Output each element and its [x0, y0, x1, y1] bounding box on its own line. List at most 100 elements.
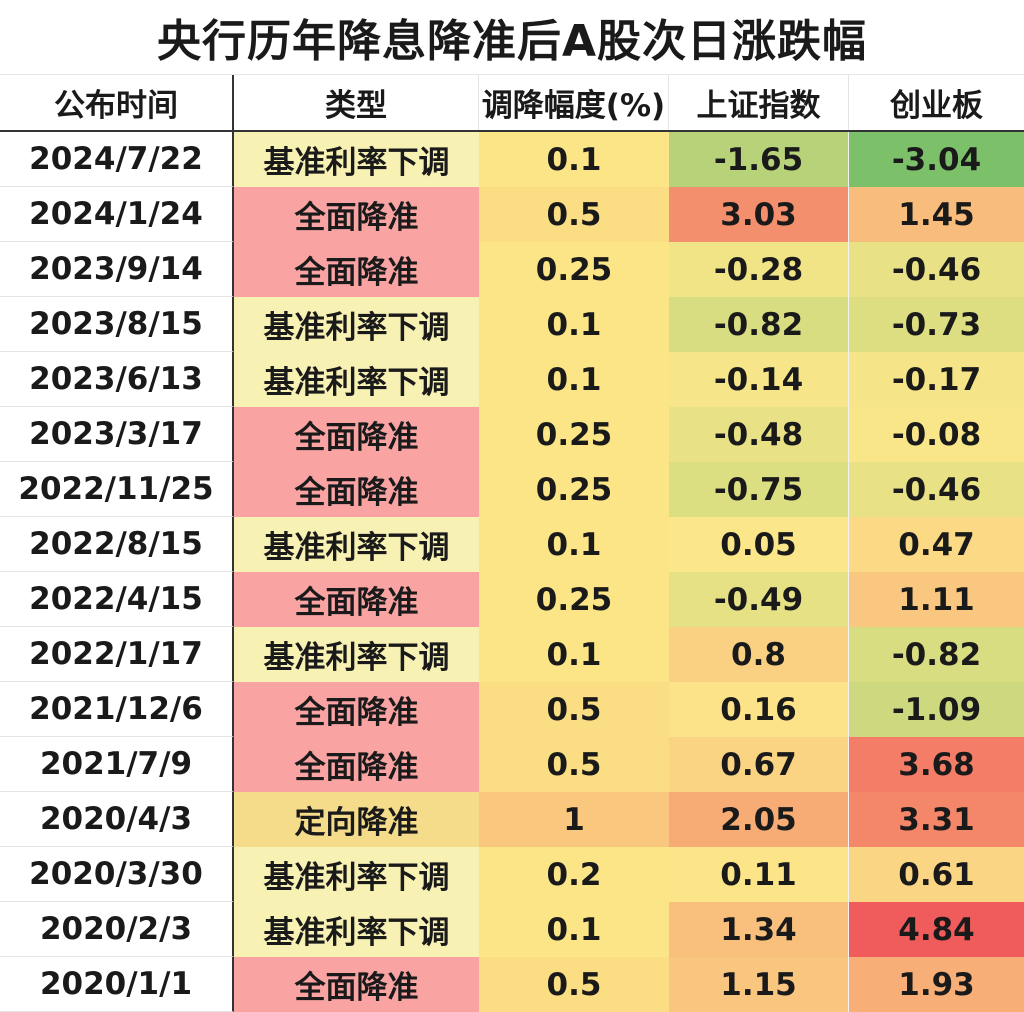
shanghai-cell: -0.28 — [669, 242, 849, 297]
date-cell: 2023/6/13 — [0, 352, 234, 407]
table-row: 2020/1/1 全面降准 0.5 1.15 1.93 — [0, 957, 1024, 1012]
shanghai-cell: 2.05 — [669, 792, 849, 847]
cut-cell: 0.2 — [479, 847, 669, 902]
type-cell: 基准利率下调 — [234, 847, 479, 902]
header-shanghai: 上证指数 — [669, 75, 849, 130]
cut-cell: 0.5 — [479, 187, 669, 242]
header-chinext: 创业板 — [890, 88, 983, 124]
shanghai-cell: -1.65 — [669, 132, 849, 187]
type-cell: 基准利率下调 — [234, 297, 479, 352]
cut-cell: 0.25 — [479, 242, 669, 297]
type-cell: 全面降准 — [234, 407, 479, 462]
date-cell: 2024/7/22 — [0, 132, 234, 187]
type-cell: 全面降准 — [234, 957, 479, 1012]
table-row: 2022/8/15 基准利率下调 0.1 0.05 0.47 — [0, 517, 1024, 572]
date-cell: 2020/2/3 — [0, 902, 234, 957]
shanghai-cell: 0.05 — [669, 517, 849, 572]
type-cell: 全面降准 — [234, 242, 479, 297]
cut-cell: 0.5 — [479, 682, 669, 737]
table-row: 2024/7/22 基准利率下调 0.1 -1.65 -3.04 — [0, 132, 1024, 187]
chinext-cell: -3.04 — [849, 132, 1024, 187]
chinext-cell: 1.11 — [849, 572, 1024, 627]
header-cut: 调降幅度(%) — [479, 75, 669, 130]
chinext-cell: -0.17 — [849, 352, 1024, 407]
chinext-cell: -0.46 — [849, 462, 1024, 517]
date-cell: 2022/1/17 — [0, 627, 234, 682]
date-cell: 2021/12/6 — [0, 682, 234, 737]
chinext-cell: 0.47 — [849, 517, 1024, 572]
chinext-cell: -0.82 — [849, 627, 1024, 682]
cut-cell: 0.5 — [479, 737, 669, 792]
shanghai-cell: -0.14 — [669, 352, 849, 407]
date-cell: 2020/1/1 — [0, 957, 234, 1012]
shanghai-cell: 0.11 — [669, 847, 849, 902]
cut-cell: 0.25 — [479, 407, 669, 462]
chinext-cell: -1.09 — [849, 682, 1024, 737]
date-cell: 2024/1/24 — [0, 187, 234, 242]
type-cell: 全面降准 — [234, 682, 479, 737]
shanghai-cell: -0.75 — [669, 462, 849, 517]
chinext-cell: 4.84 — [849, 902, 1024, 957]
shanghai-cell: 0.67 — [669, 737, 849, 792]
cut-cell: 0.1 — [479, 132, 669, 187]
date-cell: 2023/8/15 — [0, 297, 234, 352]
table-header-row: 公布时间 类型 调降幅度(%) 上证指数 创业板 — [0, 74, 1024, 132]
chinext-cell: 1.45 — [849, 187, 1024, 242]
date-cell: 2022/11/25 — [0, 462, 234, 517]
table-row: 2021/7/9 全面降准 0.5 0.67 3.68 — [0, 737, 1024, 792]
chart-title: 央行历年降息降准后A股次日涨跌幅 — [156, 16, 868, 67]
shanghai-cell: -0.49 — [669, 572, 849, 627]
chinext-cell: -0.46 — [849, 242, 1024, 297]
type-cell: 定向降准 — [234, 792, 479, 847]
cut-cell: 0.1 — [479, 627, 669, 682]
shanghai-cell: -0.82 — [669, 297, 849, 352]
type-cell: 基准利率下调 — [234, 627, 479, 682]
type-cell: 基准利率下调 — [234, 352, 479, 407]
type-cell: 全面降准 — [234, 737, 479, 792]
shanghai-cell: 0.8 — [669, 627, 849, 682]
chinext-cell: 3.68 — [849, 737, 1024, 792]
type-cell: 基准利率下调 — [234, 517, 479, 572]
type-cell: 基准利率下调 — [234, 902, 479, 957]
date-cell: 2020/3/30 — [0, 847, 234, 902]
table-row: 2023/3/17 全面降准 0.25 -0.48 -0.08 — [0, 407, 1024, 462]
type-cell: 全面降准 — [234, 462, 479, 517]
chinext-cell: 3.31 — [849, 792, 1024, 847]
table-row: 2020/4/3 定向降准 1 2.05 3.31 — [0, 792, 1024, 847]
table-row: 2023/6/13 基准利率下调 0.1 -0.14 -0.17 — [0, 352, 1024, 407]
date-cell: 2023/9/14 — [0, 242, 234, 297]
cut-cell: 0.1 — [479, 902, 669, 957]
date-cell: 2023/3/17 — [0, 407, 234, 462]
header-type: 类型 — [234, 75, 479, 130]
table-row: 2022/11/25 全面降准 0.25 -0.75 -0.46 — [0, 462, 1024, 517]
type-cell: 全面降准 — [234, 187, 479, 242]
shanghai-cell: 1.15 — [669, 957, 849, 1012]
date-cell: 2022/4/15 — [0, 572, 234, 627]
shanghai-cell: -0.48 — [669, 407, 849, 462]
data-table: 公布时间 类型 调降幅度(%) 上证指数 创业板 2024/7/22 基准利率下调… — [0, 74, 1024, 1012]
table-body: 2024/7/22 基准利率下调 0.1 -1.65 -3.04 2024/1/24 全面降… — [0, 132, 1024, 1012]
chinext-cell: -0.73 — [849, 297, 1024, 352]
cut-cell: 1 — [479, 792, 669, 847]
type-cell: 基准利率下调 — [234, 132, 479, 187]
cut-cell: 0.25 — [479, 572, 669, 627]
date-cell: 2020/4/3 — [0, 792, 234, 847]
date-cell: 2021/7/9 — [0, 737, 234, 792]
table-row: 2022/1/17 基准利率下调 0.1 0.8 -0.82 — [0, 627, 1024, 682]
shanghai-cell: 1.34 — [669, 902, 849, 957]
header-date: 公布时间 — [0, 75, 234, 130]
chinext-cell: -0.08 — [849, 407, 1024, 462]
shanghai-cell: 3.03 — [669, 187, 849, 242]
table-row: 2023/9/14 全面降准 0.25 -0.28 -0.46 — [0, 242, 1024, 297]
date-cell: 2022/8/15 — [0, 517, 234, 572]
table-row: 2020/2/3 基准利率下调 0.1 1.34 4.84 — [0, 902, 1024, 957]
table-row: 2024/1/24 全面降准 0.5 3.03 1.45 — [0, 187, 1024, 242]
chinext-cell: 0.61 — [849, 847, 1024, 902]
table-row: 2020/3/30 基准利率下调 0.2 0.11 0.61 — [0, 847, 1024, 902]
chinext-cell: 1.93 — [849, 957, 1024, 1012]
cut-cell: 0.1 — [479, 297, 669, 352]
cut-cell: 0.5 — [479, 957, 669, 1012]
shanghai-cell: 0.16 — [669, 682, 849, 737]
cut-cell: 0.25 — [479, 462, 669, 517]
table-row: 2023/8/15 基准利率下调 0.1 -0.82 -0.73 — [0, 297, 1024, 352]
